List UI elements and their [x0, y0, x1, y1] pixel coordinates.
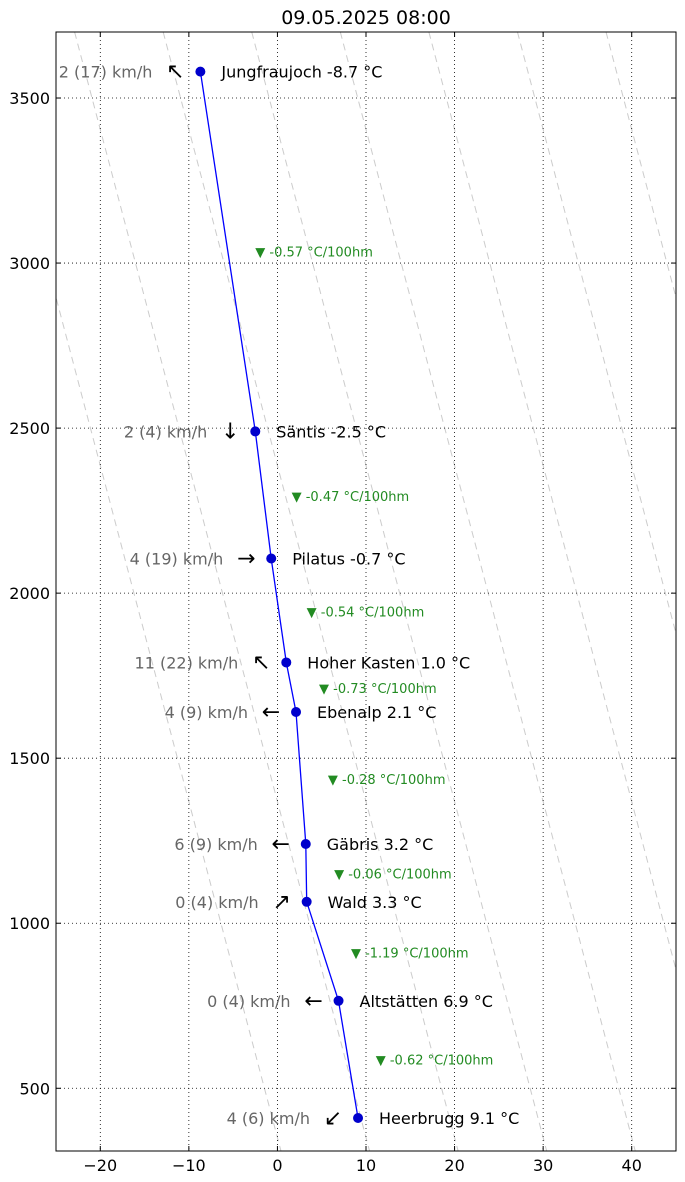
- lapse-rate-label: ▼ -0.28 °C/100hm: [328, 773, 446, 788]
- lapse-rate-label: ▼ -0.54 °C/100hm: [307, 605, 425, 620]
- y-tick-label: 500: [19, 1079, 50, 1098]
- chart-title: 09.05.2025 08:00: [281, 7, 451, 29]
- lapse-rate-label: ▼ -1.19 °C/100hm: [351, 946, 469, 961]
- y-tick-label: 3500: [9, 89, 50, 108]
- x-tick-label: −10: [172, 1156, 206, 1175]
- wind-label: 11 (22) km/h: [135, 653, 239, 672]
- station-point: [291, 706, 302, 717]
- wind-label: 0 (4) km/h: [207, 992, 290, 1011]
- dry-adiabat-line: [605, 32, 676, 300]
- y-tick-label: 2500: [9, 419, 50, 438]
- station-point: [301, 896, 312, 907]
- profile-line: [199, 71, 359, 1119]
- wind-label: 6 (9) km/h: [174, 835, 257, 854]
- station-point: [195, 66, 206, 77]
- wind-direction-arrow: ←: [304, 989, 322, 1014]
- station-label: Wald 3.3 °C: [328, 893, 422, 912]
- station-point: [333, 995, 344, 1006]
- wind-direction-arrow: ↙: [324, 1106, 342, 1131]
- x-tick-label: −20: [83, 1156, 117, 1175]
- dry-adiabat-line: [516, 32, 676, 636]
- station-label: Pilatus -0.7 °C: [292, 549, 405, 568]
- wind-direction-arrow: ←: [262, 700, 280, 725]
- wind-label: 4 (9) km/h: [165, 703, 248, 722]
- x-axis: −20 −10 0 10 20 30 40: [83, 32, 642, 1175]
- temperature-profile: [195, 66, 364, 1123]
- wind-label: 4 (6) km/h: [227, 1109, 310, 1128]
- x-tick-label: 0: [272, 1156, 282, 1175]
- station-point: [266, 553, 277, 564]
- wind-direction-arrow: ↓: [221, 419, 239, 444]
- station-label: Säntis -2.5 °C: [276, 422, 386, 441]
- dry-adiabats: [56, 32, 676, 1151]
- lapse-rate-label: ▼ -0.47 °C/100hm: [292, 490, 410, 505]
- station-label: Heerbrugg 9.1 °C: [379, 1109, 519, 1128]
- wind-direction-arrow: ↖: [166, 60, 184, 85]
- station-label: Ebenalp 2.1 °C: [317, 703, 436, 722]
- y-axis: 500 1000 1500 2000 2500 3000 3500: [9, 89, 676, 1098]
- station-label: Jungfraujoch -8.7 °C: [220, 63, 382, 82]
- wind-direction-arrow: →: [237, 546, 255, 571]
- x-tick-label: 10: [356, 1156, 376, 1175]
- station-label: Altstätten 6.9 °C: [360, 992, 493, 1011]
- lapse-rate-label: ▼ -0.57 °C/100hm: [255, 246, 373, 261]
- dry-adiabat-line: [428, 32, 676, 972]
- wind-direction-arrow: ↗: [272, 890, 290, 915]
- station-label: Hoher Kasten 1.0 °C: [307, 653, 470, 672]
- lapse-rate-label: ▼ -0.73 °C/100hm: [319, 682, 437, 697]
- grid: [56, 32, 676, 1151]
- wind-label: 4 (19) km/h: [130, 549, 224, 568]
- wind-label: 0 (4) km/h: [175, 893, 258, 912]
- dry-adiabat-line: [74, 32, 371, 1151]
- lapse-rate-label: ▼ -0.62 °C/100hm: [376, 1054, 494, 1069]
- lapse-rate-label: ▼ -0.06 °C/100hm: [334, 868, 452, 883]
- wind-direction-arrow: ←: [272, 832, 290, 857]
- wind-label: 2 (4) km/h: [124, 422, 207, 441]
- dry-adiabat-line: [56, 295, 282, 1151]
- dry-adiabat-line: [251, 32, 548, 1151]
- y-tick-label: 2000: [9, 584, 50, 603]
- station-point: [281, 657, 292, 668]
- x-tick-label: 40: [622, 1156, 642, 1175]
- y-tick-label: 1000: [9, 914, 50, 933]
- station-point: [300, 839, 311, 850]
- wind-direction-arrow: ↖: [252, 650, 270, 675]
- station-point: [353, 1112, 364, 1123]
- x-tick-label: 20: [444, 1156, 464, 1175]
- x-tick-label: 30: [533, 1156, 553, 1175]
- annotations: Jungfraujoch -8.7 °C ↖ 2 (17) km/h Säntis -…: [59, 60, 520, 1131]
- station-label: Gäbris 3.2 °C: [327, 835, 434, 854]
- plot-frame: [55, 31, 677, 1152]
- station-point: [250, 426, 261, 437]
- wind-label: 2 (17) km/h: [59, 63, 153, 82]
- y-tick-label: 1500: [9, 749, 50, 768]
- y-tick-label: 3000: [9, 254, 50, 273]
- dry-adiabat-line: [339, 32, 636, 1151]
- dry-adiabat-line: [162, 32, 459, 1151]
